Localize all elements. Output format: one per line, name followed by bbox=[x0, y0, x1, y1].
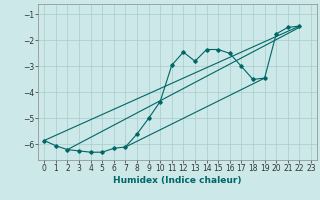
X-axis label: Humidex (Indice chaleur): Humidex (Indice chaleur) bbox=[113, 176, 242, 185]
